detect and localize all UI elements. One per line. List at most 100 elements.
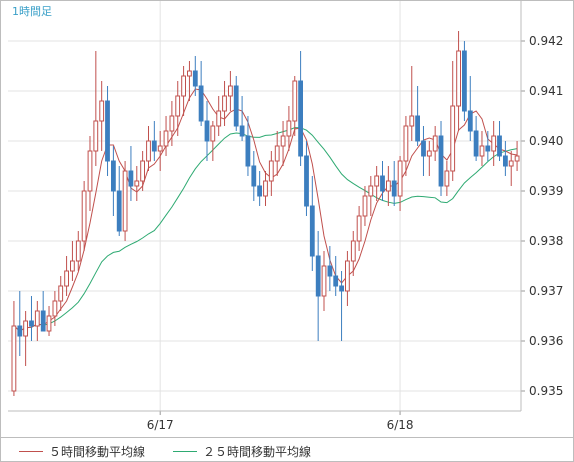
candle-body bbox=[514, 155, 520, 162]
candle-body bbox=[233, 85, 239, 127]
y-axis: 0.942 0.941 0.940 0.939 0.938 0.937 0.936 0.935 bbox=[521, 34, 563, 398]
candle-body bbox=[462, 50, 467, 112]
candle bbox=[93, 51, 99, 166]
candle-body bbox=[503, 155, 508, 167]
candle-body bbox=[432, 135, 438, 152]
candle-body bbox=[479, 145, 485, 157]
candle-body bbox=[362, 195, 368, 217]
y-tick-label: 0.940 bbox=[529, 134, 563, 148]
candle bbox=[503, 141, 508, 176]
candle bbox=[151, 121, 157, 161]
candle bbox=[216, 96, 222, 136]
candle-body bbox=[350, 240, 356, 262]
candle bbox=[432, 126, 438, 161]
candle bbox=[239, 96, 245, 141]
candle bbox=[391, 161, 397, 206]
candle-body bbox=[421, 140, 426, 157]
candle-body bbox=[128, 170, 134, 187]
candle-body bbox=[450, 105, 456, 172]
candle-body bbox=[210, 125, 216, 142]
candle-body bbox=[409, 115, 415, 127]
candle-body bbox=[163, 130, 169, 147]
candle-body bbox=[228, 85, 233, 97]
candle bbox=[438, 121, 444, 196]
candle-body bbox=[187, 70, 192, 77]
candle-body bbox=[456, 50, 462, 107]
candle bbox=[450, 61, 456, 181]
candle bbox=[274, 131, 280, 176]
candle-body bbox=[304, 155, 309, 207]
candle-body bbox=[181, 75, 186, 97]
candle bbox=[362, 186, 368, 226]
candle-body bbox=[251, 165, 257, 187]
candle bbox=[309, 176, 315, 271]
candle-body bbox=[374, 175, 380, 187]
legend-item-ma25: ２５時間移動平均線 bbox=[173, 443, 311, 460]
candle-body bbox=[17, 325, 23, 337]
chart-title: 1時間足 bbox=[12, 5, 52, 18]
candle bbox=[251, 151, 257, 201]
candle-body bbox=[263, 180, 268, 197]
candle bbox=[187, 61, 192, 101]
x-tick-label: 6/18 bbox=[387, 418, 414, 432]
candle-body bbox=[257, 185, 263, 197]
candle bbox=[75, 231, 81, 271]
candle-body bbox=[216, 110, 222, 127]
candle bbox=[298, 51, 304, 166]
candle-body bbox=[415, 115, 421, 142]
candle-body bbox=[29, 320, 34, 327]
candle-body bbox=[280, 135, 286, 147]
candle bbox=[374, 166, 380, 201]
candle-body bbox=[368, 185, 374, 197]
candle-body bbox=[151, 140, 157, 152]
candle-body bbox=[298, 80, 304, 157]
candle bbox=[263, 171, 268, 206]
candle-body bbox=[321, 265, 327, 297]
ma25-group bbox=[13, 127, 518, 332]
candle-body bbox=[146, 140, 151, 162]
candle bbox=[192, 56, 198, 96]
candle-body bbox=[140, 160, 145, 182]
candle-body bbox=[339, 285, 345, 292]
candle bbox=[40, 291, 46, 332]
legend-item-ma5: ５時間移動平均線 bbox=[19, 443, 145, 460]
candle bbox=[467, 76, 473, 141]
candle bbox=[339, 271, 345, 341]
candle-body bbox=[81, 190, 87, 242]
legend-swatch-ma5 bbox=[19, 451, 43, 452]
candle bbox=[157, 131, 163, 171]
candle-body bbox=[386, 180, 391, 192]
candle bbox=[105, 86, 110, 176]
candle bbox=[81, 181, 87, 251]
candle bbox=[58, 276, 64, 311]
candle bbox=[64, 256, 70, 296]
candle bbox=[222, 81, 227, 126]
candle bbox=[497, 121, 502, 161]
candle bbox=[356, 206, 362, 251]
candle bbox=[386, 166, 391, 206]
candle-body bbox=[52, 300, 58, 317]
candle-body bbox=[58, 285, 64, 302]
candle-body bbox=[40, 310, 46, 332]
candle-body bbox=[122, 170, 128, 232]
candle-body bbox=[426, 150, 432, 157]
candle-body bbox=[105, 100, 110, 162]
candle-body bbox=[169, 115, 175, 132]
candle bbox=[111, 146, 116, 216]
candle-body bbox=[274, 145, 280, 162]
candle-body bbox=[93, 120, 99, 152]
candle bbox=[415, 86, 421, 146]
candle-body bbox=[380, 175, 385, 192]
x-tick-label: 6/17 bbox=[147, 418, 174, 432]
candle bbox=[368, 176, 374, 216]
candle bbox=[345, 251, 350, 306]
candle bbox=[228, 71, 233, 111]
y-tick-label: 0.935 bbox=[529, 384, 563, 398]
candles bbox=[11, 31, 520, 396]
candle bbox=[315, 231, 321, 341]
y-tick-label: 0.941 bbox=[529, 84, 563, 98]
candle bbox=[140, 151, 145, 191]
candle-body bbox=[508, 160, 514, 167]
candle bbox=[292, 76, 298, 136]
